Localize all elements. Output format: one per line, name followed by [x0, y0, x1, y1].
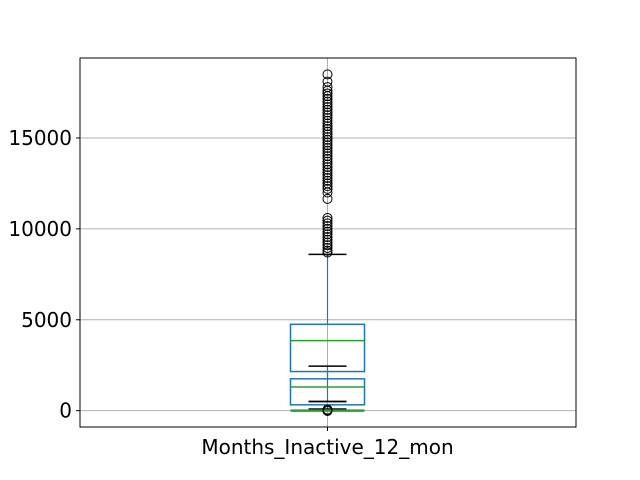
outlier-point [322, 134, 333, 145]
outlier-point [322, 85, 333, 96]
outlier-point [322, 126, 333, 137]
outlier-point [322, 115, 333, 126]
outlier-point [322, 167, 333, 178]
outlier-point [322, 237, 333, 248]
outlier-point [322, 212, 333, 223]
outlier-point [322, 102, 333, 113]
x-tick-label: Months_Inactive_12_mon [201, 435, 453, 459]
outlier-point [322, 232, 333, 243]
outlier-point [322, 156, 333, 167]
outlier-point [322, 183, 333, 194]
outlier-point [322, 121, 333, 132]
outlier-point [322, 229, 333, 240]
y-tick-label: 10000 [8, 217, 72, 241]
outlier-point [322, 107, 333, 118]
outlier-point [322, 88, 333, 99]
outlier-point [322, 112, 333, 123]
outlier-point [322, 110, 333, 121]
outlier-point [322, 234, 333, 245]
outlier-point [322, 240, 333, 251]
outlier-point [322, 242, 333, 253]
outlier-point [322, 140, 333, 151]
y-tick-label: 15000 [8, 126, 72, 150]
outlier-point [322, 104, 333, 115]
outlier-point [322, 69, 333, 80]
outlier-point [322, 137, 333, 148]
outlier-point [322, 218, 333, 229]
outlier-point [322, 406, 333, 417]
outlier-point [322, 151, 333, 162]
y-tick-label: 0 [59, 399, 72, 423]
outlier-point [322, 170, 333, 181]
outlier-point [322, 247, 333, 258]
outlier-point [322, 172, 333, 183]
outlier-point [322, 226, 333, 237]
outlier-point [322, 123, 333, 134]
outlier-point [322, 91, 333, 102]
outlier-point [322, 129, 333, 140]
outlier-point [322, 221, 333, 232]
plot-area [289, 69, 366, 417]
outlier-point [322, 153, 333, 164]
outlier-point [322, 181, 333, 192]
outlier-point [322, 145, 333, 156]
outlier-point [322, 175, 333, 186]
outlier-point [322, 96, 333, 107]
outlier-point [322, 118, 333, 129]
outlier-point [322, 162, 333, 173]
outlier-point [322, 193, 333, 204]
axis-ticks: 0 5000 10000 15000 Months_Inactive_12_mon [8, 126, 453, 459]
outlier-point [322, 159, 333, 170]
y-tick-label: 5000 [21, 308, 72, 332]
outlier-point [322, 148, 333, 159]
outlier-point [322, 99, 333, 110]
outlier-point [322, 142, 333, 153]
outlier-point [322, 223, 333, 234]
outlier-point [322, 215, 333, 226]
outlier-point [322, 93, 333, 104]
outlier-point [322, 164, 333, 175]
outlier-point [322, 132, 333, 143]
outlier-point [322, 187, 333, 198]
